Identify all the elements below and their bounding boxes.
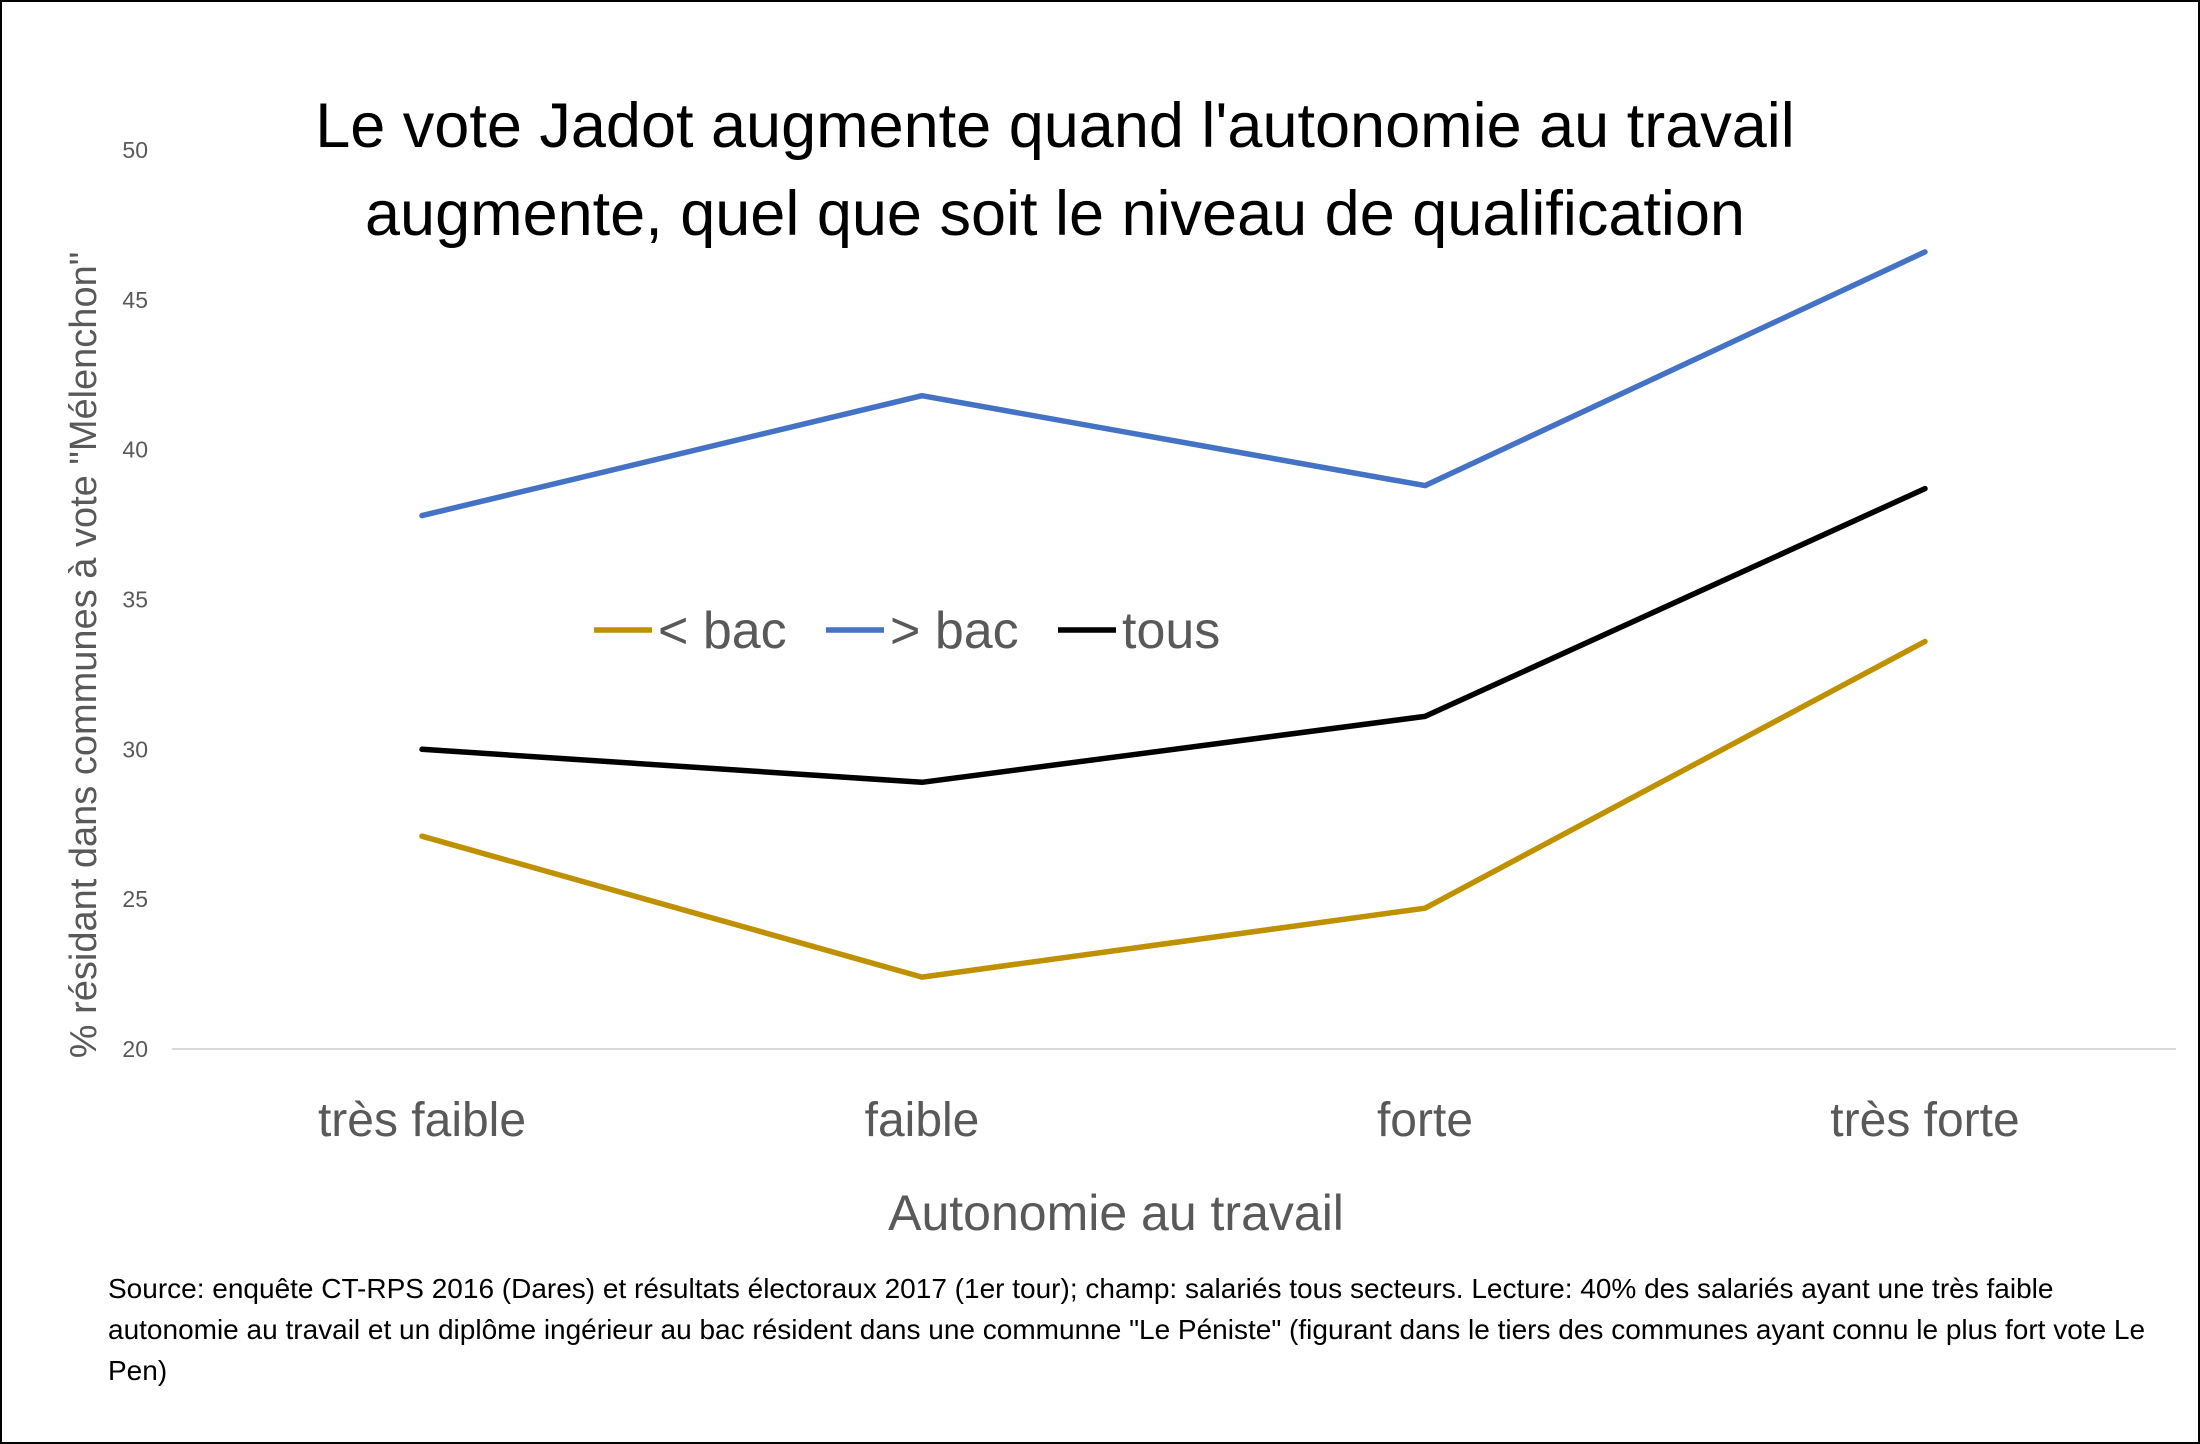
y-tick-labels: 20 25 30 35 40 45 50 <box>122 137 148 1062</box>
chart-title-line-2: augmente, quel que soit le niveau de qua… <box>365 179 1745 249</box>
chart-title-line-1: Le vote Jadot augmente quand l'autonomie… <box>315 91 1795 161</box>
y-tick-label: 30 <box>122 736 148 762</box>
y-axis-title: % résidant dans communes à vote "Mélench… <box>63 252 105 1058</box>
y-tick-label: 45 <box>122 287 148 313</box>
x-tick-labels: très faible faible forte très forte <box>318 1094 2020 1147</box>
x-tick-label: très faible <box>318 1094 526 1147</box>
y-tick-label: 20 <box>122 1036 148 1062</box>
legend: < bac > bac tous <box>594 602 1220 660</box>
series-line-0 <box>419 638 1928 980</box>
x-tick-label: très forte <box>1830 1094 2019 1147</box>
legend-label-1: > bac <box>890 602 1019 660</box>
series-line-2 <box>419 485 1928 786</box>
x-tick-label: forte <box>1377 1094 1473 1147</box>
series-lines <box>419 249 1928 980</box>
legend-label-2: tous <box>1122 602 1220 660</box>
x-tick-label: faible <box>865 1094 980 1147</box>
legend-label-0: < bac <box>658 602 787 660</box>
y-tick-label: 40 <box>122 437 148 463</box>
y-tick-label: 50 <box>122 137 148 163</box>
y-tick-label: 35 <box>122 587 148 613</box>
chart-title: Le vote Jadot augmente quand l'autonomie… <box>200 82 1910 258</box>
source-note: Source: enquête CT-RPS 2016 (Dares) et r… <box>108 1273 2146 1386</box>
x-axis-title: Autonomie au travail <box>888 1185 1344 1241</box>
series-line-1 <box>419 249 1928 519</box>
y-tick-label: 25 <box>122 886 148 912</box>
